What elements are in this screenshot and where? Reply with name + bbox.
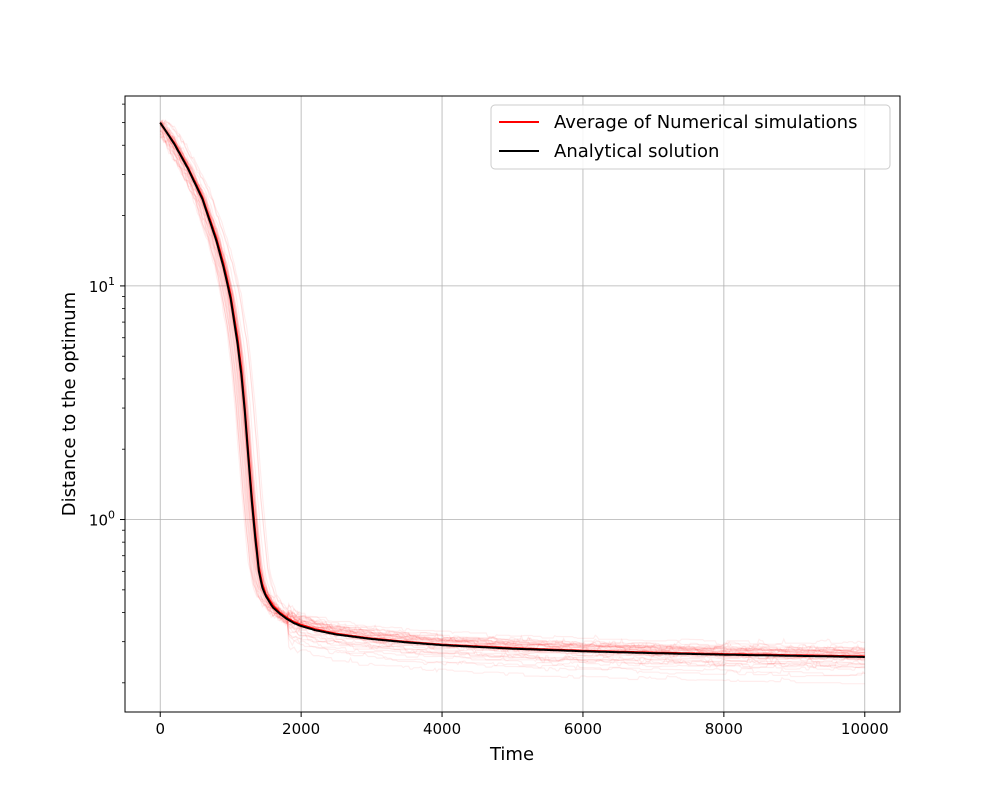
simulation-run-line [159,131,866,654]
legend-label-numerical: Average of Numerical simulations [554,112,857,133]
y-tick-label: 100 [89,509,115,530]
x-tick-label: 6000 [564,720,602,738]
y-axis: 100 101 [89,103,125,684]
y-axis-label: Distance to the optimum [59,292,80,516]
simulation-run-line [159,120,865,661]
simulation-run-line [160,125,865,666]
simulation-runs [159,119,866,685]
series-group [159,122,865,658]
simulation-run-line [159,128,865,654]
simulation-run-line [160,136,865,650]
simulation-run-line [160,121,865,651]
x-axis: 0 2000 4000 6000 8000 10000 [155,712,889,738]
y-tick-label: 101 [89,275,115,296]
simulation-run-line [159,122,865,658]
simulation-run-line [159,119,865,654]
legend: Average of Numerical simulations Analyti… [490,104,891,170]
simulation-run-line [159,124,865,656]
grid [125,96,900,712]
plot-frame [124,95,901,713]
simulation-run-line [160,130,865,671]
simulation-run-line [160,137,865,655]
plot-area [125,96,900,712]
simulation-run-line [159,120,865,654]
simulation-run-line [159,133,865,654]
simulation-run-line [159,123,865,668]
x-tick-label: 10000 [841,720,889,738]
simulation-run-line [159,135,865,669]
legend-box [490,104,891,170]
x-axis-label: Time [489,744,534,765]
x-tick-label: 2000 [282,720,320,738]
simulation-run-line [159,123,865,650]
simulation-run-line [160,121,865,656]
legend-label-analytical: Analytical solution [554,141,719,162]
x-tick-label: 4000 [423,720,461,738]
series-line-analytical [159,122,865,658]
simulation-run-line [159,133,865,676]
simulation-run-line [160,124,865,653]
simulation-run-line [159,119,865,665]
simulation-run-line [159,131,865,669]
x-tick-label: 8000 [705,720,743,738]
x-tick-label: 0 [155,720,165,738]
simulation-run-line [159,130,866,678]
